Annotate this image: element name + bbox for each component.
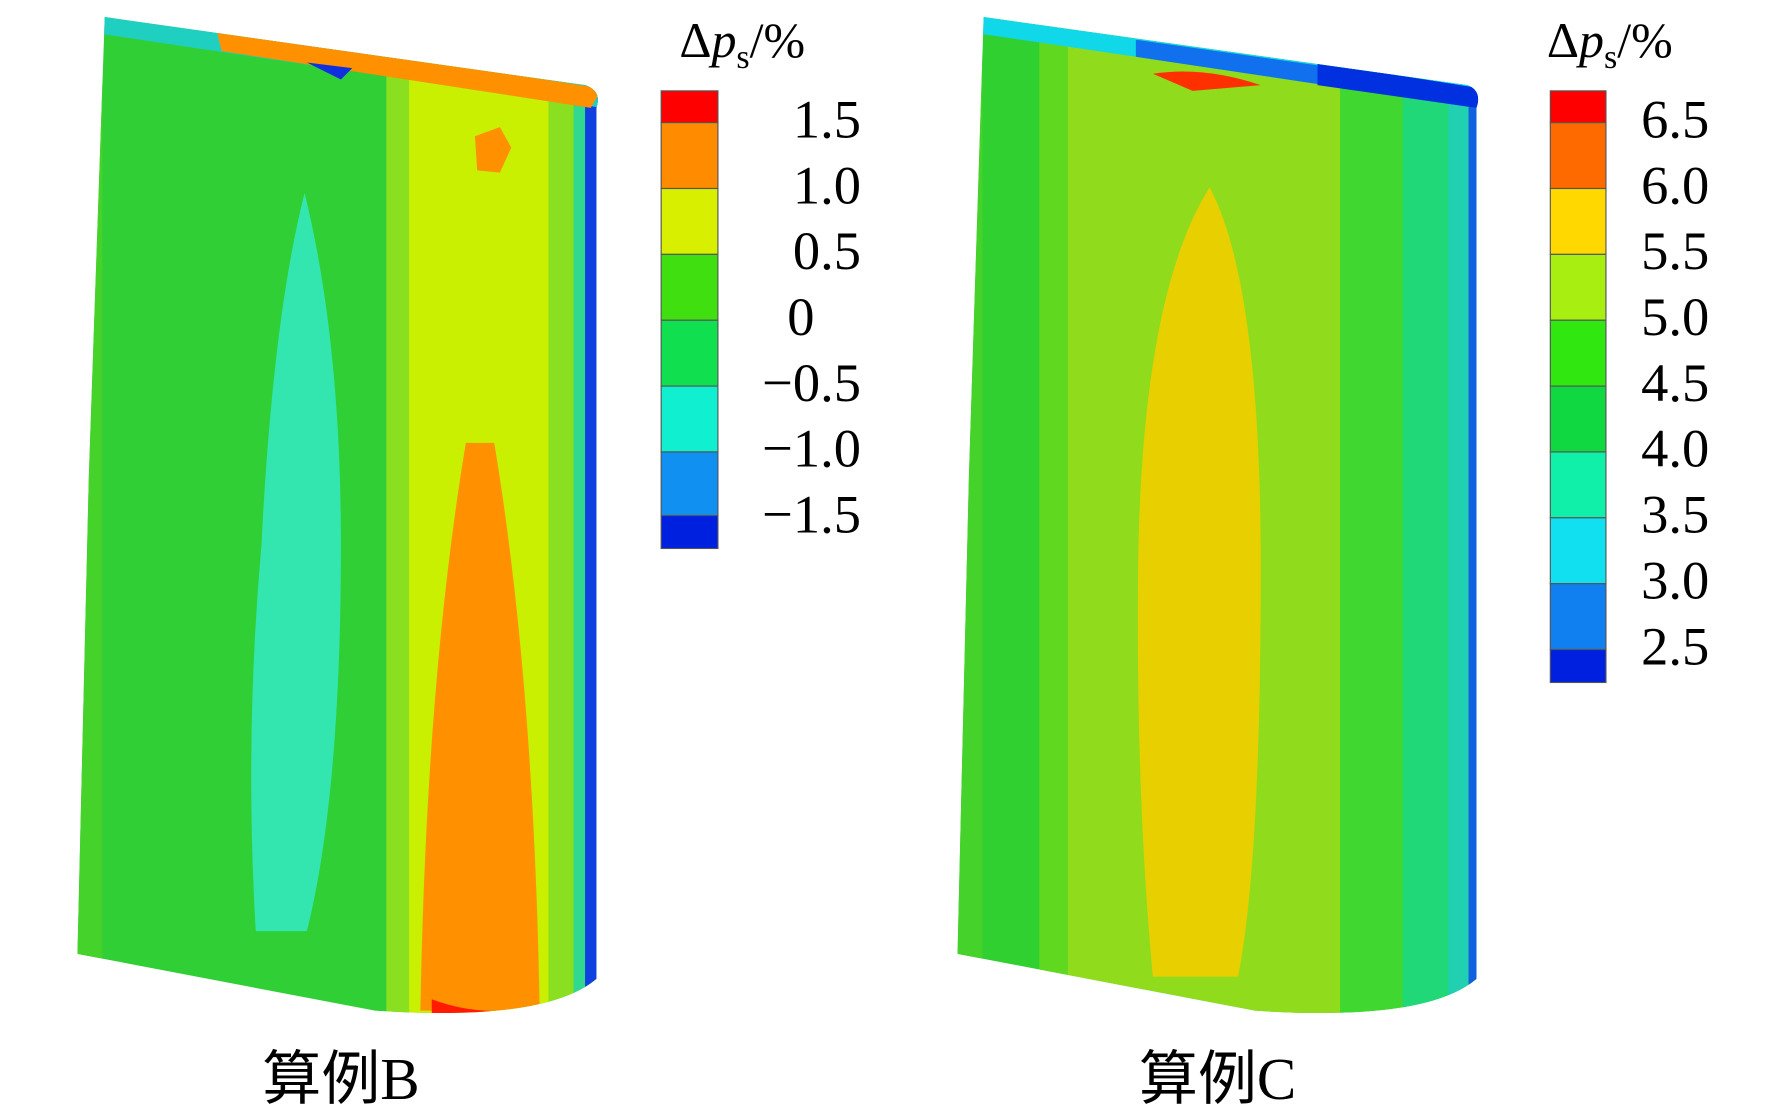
legend-label: −1.0 [762, 418, 861, 479]
caption: 算例B [262, 1046, 419, 1112]
legend-labels-b: 1.5 1.0 0.5 0 −0.5 −1.0 −1.5 [762, 88, 861, 544]
colorbar-c [1549, 90, 1607, 684]
legend-label: 1.0 [793, 154, 861, 215]
legend-label: −0.5 [762, 352, 861, 413]
legend-labels-c: 6.5 6.0 5.5 5.0 4.5 4.0 3.5 3.0 2.5 [1641, 88, 1709, 676]
legend-label: 6.0 [1641, 154, 1709, 215]
legend-label: 0 [787, 286, 814, 347]
legend-title: Δps/% [679, 12, 805, 76]
contour-b [77, 17, 598, 1014]
legend-label: 4.0 [1641, 418, 1709, 479]
text-part: Δ [1547, 12, 1579, 68]
text-part: /% [750, 12, 806, 68]
legend-label: 5.0 [1641, 286, 1709, 347]
text-part: p [708, 12, 736, 68]
legend-label: 2.5 [1641, 615, 1709, 676]
legend-label: 5.5 [1641, 220, 1709, 281]
legend-label: 3.0 [1641, 549, 1709, 610]
legend-label: 1.5 [793, 88, 861, 149]
text-part: s [736, 39, 749, 76]
legend-label: 4.5 [1641, 352, 1709, 413]
text-part: Δ [679, 12, 711, 68]
colorbar-b [660, 90, 719, 550]
legend-label: −1.5 [762, 484, 861, 545]
caption: 算例C [1139, 1046, 1296, 1112]
legend-label: 6.5 [1641, 88, 1709, 149]
text-part: p [1576, 12, 1604, 68]
legend-label: 3.5 [1641, 484, 1709, 545]
legend-title: Δps/% [1547, 12, 1673, 76]
contour-c [957, 17, 1479, 1014]
text-part: /% [1617, 12, 1673, 68]
legend-label: 0.5 [793, 220, 861, 281]
text-part: s [1604, 39, 1617, 76]
